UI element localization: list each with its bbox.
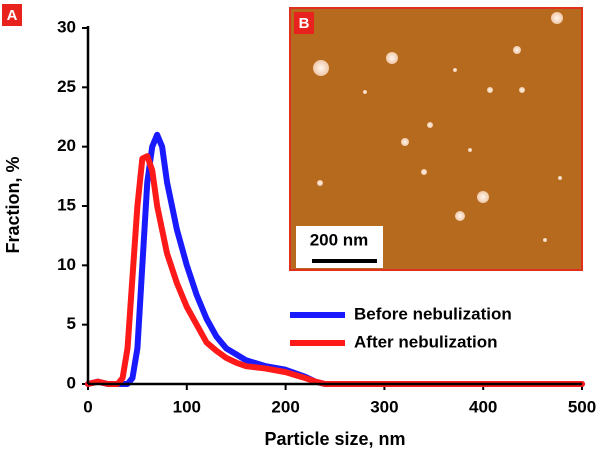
- particle: [401, 138, 409, 146]
- particle: [487, 87, 493, 93]
- y-axis-title: Fraction, %: [3, 156, 23, 253]
- y-tick-label: 30: [57, 17, 76, 36]
- particle: [477, 191, 489, 203]
- x-tick-label: 0: [83, 397, 92, 416]
- particle: [519, 87, 525, 93]
- legend-label: Before nebulization: [354, 304, 512, 323]
- particle: [363, 90, 367, 94]
- inset-image: 200 nm B: [289, 7, 583, 271]
- particle: [386, 52, 398, 64]
- scale-bar-label: 200 nm: [310, 230, 369, 249]
- inset-label-box: [294, 12, 314, 34]
- y-tick-label: 25: [57, 77, 76, 96]
- y-tick-label: 5: [67, 314, 76, 333]
- x-tick-label: 200: [271, 397, 299, 416]
- particle: [543, 238, 547, 242]
- y-tick-label: 20: [57, 136, 76, 155]
- y-tick-label: 0: [67, 373, 76, 392]
- particle: [453, 68, 457, 72]
- inset-label: B: [299, 15, 310, 32]
- series-line: [85, 153, 585, 387]
- legend-label: After nebulization: [354, 332, 498, 351]
- x-tick-label: 500: [568, 397, 596, 416]
- particle: [313, 60, 329, 76]
- x-tick-label: 300: [370, 397, 398, 416]
- particle: [468, 148, 472, 152]
- particle: [551, 12, 563, 24]
- particle: [455, 211, 465, 221]
- panel-label-box: [2, 4, 22, 26]
- y-tick-label: 15: [57, 195, 76, 214]
- panel-label: A: [7, 7, 18, 24]
- x-axis-title: Particle size, nm: [264, 429, 405, 449]
- particle: [513, 46, 521, 54]
- particle: [421, 169, 427, 175]
- x-tick-label: 400: [469, 397, 497, 416]
- particle: [317, 180, 323, 186]
- x-tick-label: 100: [173, 397, 201, 416]
- particle: [558, 176, 562, 180]
- particle: [427, 122, 433, 128]
- y-tick-label: 10: [57, 255, 76, 274]
